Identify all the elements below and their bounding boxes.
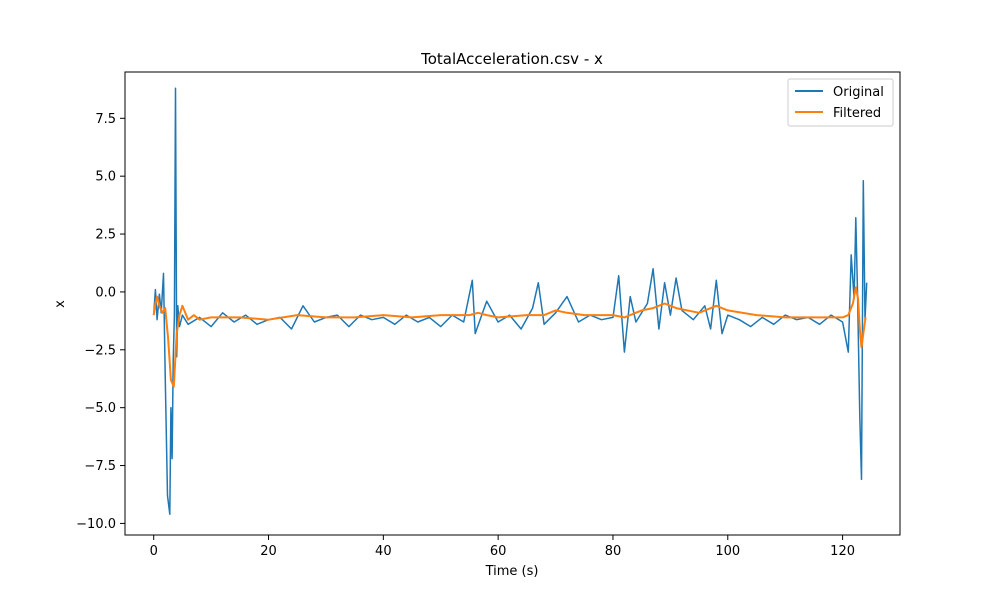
y-tick-label: −5.0 xyxy=(84,401,116,416)
y-tick-label: 5.0 xyxy=(95,170,116,185)
chart-title: TotalAcceleration.csv - x xyxy=(420,50,603,68)
y-tick-label: −10.0 xyxy=(76,517,116,532)
x-axis-ticks: 0 20 40 60 80 100 120 xyxy=(150,535,855,559)
y-tick-label: −7.5 xyxy=(84,459,116,474)
plot-background xyxy=(125,72,900,535)
plot-frame xyxy=(124,71,901,536)
series-line-filtered xyxy=(152,286,867,388)
series-layer xyxy=(152,87,868,515)
x-tick-label: 40 xyxy=(375,544,392,559)
legend: Original Filtered xyxy=(787,78,894,127)
legend-label-original: Original xyxy=(833,85,884,100)
x-tick-label: 60 xyxy=(490,544,507,559)
y-tick-label: 0.0 xyxy=(95,285,116,300)
x-tick-label: 120 xyxy=(830,544,855,559)
x-tick-label: 100 xyxy=(715,544,740,559)
y-tick-label: 7.5 xyxy=(95,112,116,127)
y-tick-label: 2.5 xyxy=(95,228,116,243)
y-tick-label: −2.5 xyxy=(84,343,116,358)
y-axis-ticks: −10.0 −7.5 −5.0 −2.5 0.0 2.5 5.0 7.5 xyxy=(76,112,125,532)
x-tick-label: 80 xyxy=(605,544,622,559)
x-tick-label: 0 xyxy=(150,544,158,559)
legend-label-filtered: Filtered xyxy=(833,106,881,121)
x-tick-label: 20 xyxy=(260,544,277,559)
y-axis-label: x xyxy=(53,300,68,308)
x-axis-label: Time (s) xyxy=(485,564,539,579)
